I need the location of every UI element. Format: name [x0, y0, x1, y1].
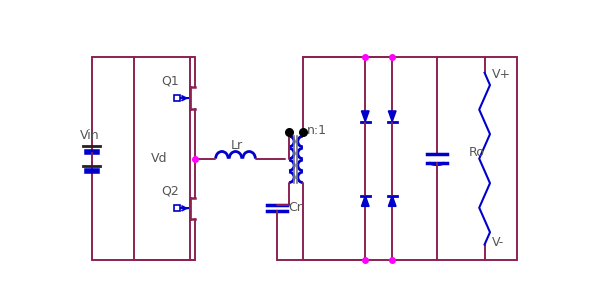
- Text: Q2: Q2: [161, 185, 179, 198]
- Text: Q1: Q1: [161, 75, 179, 88]
- Text: Vd: Vd: [151, 152, 167, 165]
- Text: V+: V+: [493, 68, 511, 81]
- Text: Cr: Cr: [288, 201, 302, 214]
- Text: Ro: Ro: [469, 146, 485, 159]
- Text: V-: V-: [493, 236, 505, 249]
- Text: Lr: Lr: [231, 139, 243, 152]
- Polygon shape: [388, 196, 396, 206]
- Polygon shape: [388, 111, 396, 122]
- Polygon shape: [361, 196, 369, 206]
- Text: Vin: Vin: [80, 129, 100, 142]
- Polygon shape: [361, 111, 369, 122]
- Text: n:1: n:1: [307, 124, 327, 138]
